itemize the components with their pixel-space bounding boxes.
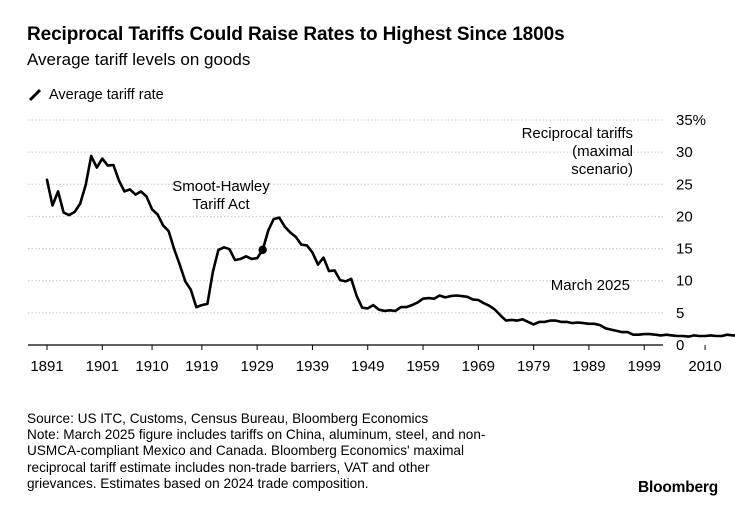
annotation-march: March 2025 bbox=[551, 277, 630, 294]
x-tick-label: 1919 bbox=[185, 358, 218, 375]
legend: Average tariff rate bbox=[27, 87, 164, 103]
x-tick-label: 1891 bbox=[30, 358, 63, 375]
note-line-1: Note: March 2025 figure includes tariffs… bbox=[27, 427, 486, 443]
x-tick-label: 2010 bbox=[688, 358, 721, 375]
note-line-4: grievances. Estimates based on 2024 trad… bbox=[27, 475, 369, 491]
y-tick-label: 10 bbox=[676, 273, 693, 290]
annotation-line: Tariff Act bbox=[192, 196, 250, 213]
annotation-line: scenario) bbox=[571, 161, 633, 178]
annotation-smoot: Smoot-Hawley Tariff Act bbox=[172, 178, 270, 213]
highlight-markers bbox=[258, 245, 267, 255]
note-line-3: reciprocal tariff estimate includes non-… bbox=[27, 459, 430, 475]
x-tick-label: 1929 bbox=[240, 358, 273, 375]
x-axis: 1891 1901 1910 1919 1929 1939 1949 1959 1969 1979… bbox=[30, 345, 722, 375]
x-tick-label: 1999 bbox=[628, 358, 661, 375]
bloomberg-logo: Bloomberg bbox=[637, 479, 718, 496]
x-tick-label: 1969 bbox=[462, 358, 495, 375]
annotation-recip: Reciprocal tariffs (maximal scenario) bbox=[522, 125, 633, 178]
x-tick-label: 1901 bbox=[86, 358, 119, 375]
annotations: Smoot-Hawley Tariff Act March 2025 Reciproc… bbox=[172, 125, 633, 294]
chart-title: Reciprocal Tariffs Could Raise Rates to … bbox=[27, 24, 565, 45]
y-tick-label: 25 bbox=[676, 176, 693, 193]
chart-subtitle: Average tariff levels on goods bbox=[27, 50, 251, 69]
y-tick-label: 5 bbox=[676, 305, 684, 322]
y-tick-label: 30 bbox=[676, 144, 693, 161]
x-tick-label: 1979 bbox=[517, 358, 550, 375]
gridlines bbox=[28, 119, 663, 346]
x-tick-label: 1989 bbox=[572, 358, 605, 375]
footer: Source: US ITC, Customs, Census Bureau, … bbox=[27, 411, 607, 492]
y-tick-label: 0 bbox=[676, 337, 684, 354]
x-tick-label: 1910 bbox=[135, 358, 168, 375]
y-tick-label: 20 bbox=[676, 208, 693, 225]
legend-swatch-icon bbox=[28, 88, 42, 102]
x-tick-label: 1949 bbox=[351, 358, 384, 375]
series-line bbox=[45, 154, 735, 338]
legend-label: Average tariff rate bbox=[49, 87, 164, 103]
note-line-2: USMCA-compliant Mexico and Canada. Bloom… bbox=[27, 443, 465, 459]
y-tick-label: 35% bbox=[676, 112, 706, 129]
annotation-line: (maximal bbox=[572, 143, 633, 160]
y-axis-labels: 35% 30 25 20 15 10 5 0 bbox=[676, 112, 706, 354]
annotation-line: March 2025 bbox=[551, 277, 630, 294]
annotation-line: Smoot-Hawley bbox=[172, 178, 270, 195]
highlight-point bbox=[258, 245, 267, 255]
x-tick-label: 1939 bbox=[296, 358, 329, 375]
x-tick-label: 1959 bbox=[406, 358, 439, 375]
annotation-line: Reciprocal tariffs bbox=[522, 125, 633, 142]
line-chart: 35% 30 25 20 15 10 5 0 1891 1901 1910 1919 1929 1939… bbox=[28, 112, 735, 375]
source-text: Source: US ITC, Customs, Census Bureau, … bbox=[27, 411, 429, 426]
y-tick-label: 15 bbox=[676, 241, 693, 258]
series-group bbox=[45, 154, 735, 338]
